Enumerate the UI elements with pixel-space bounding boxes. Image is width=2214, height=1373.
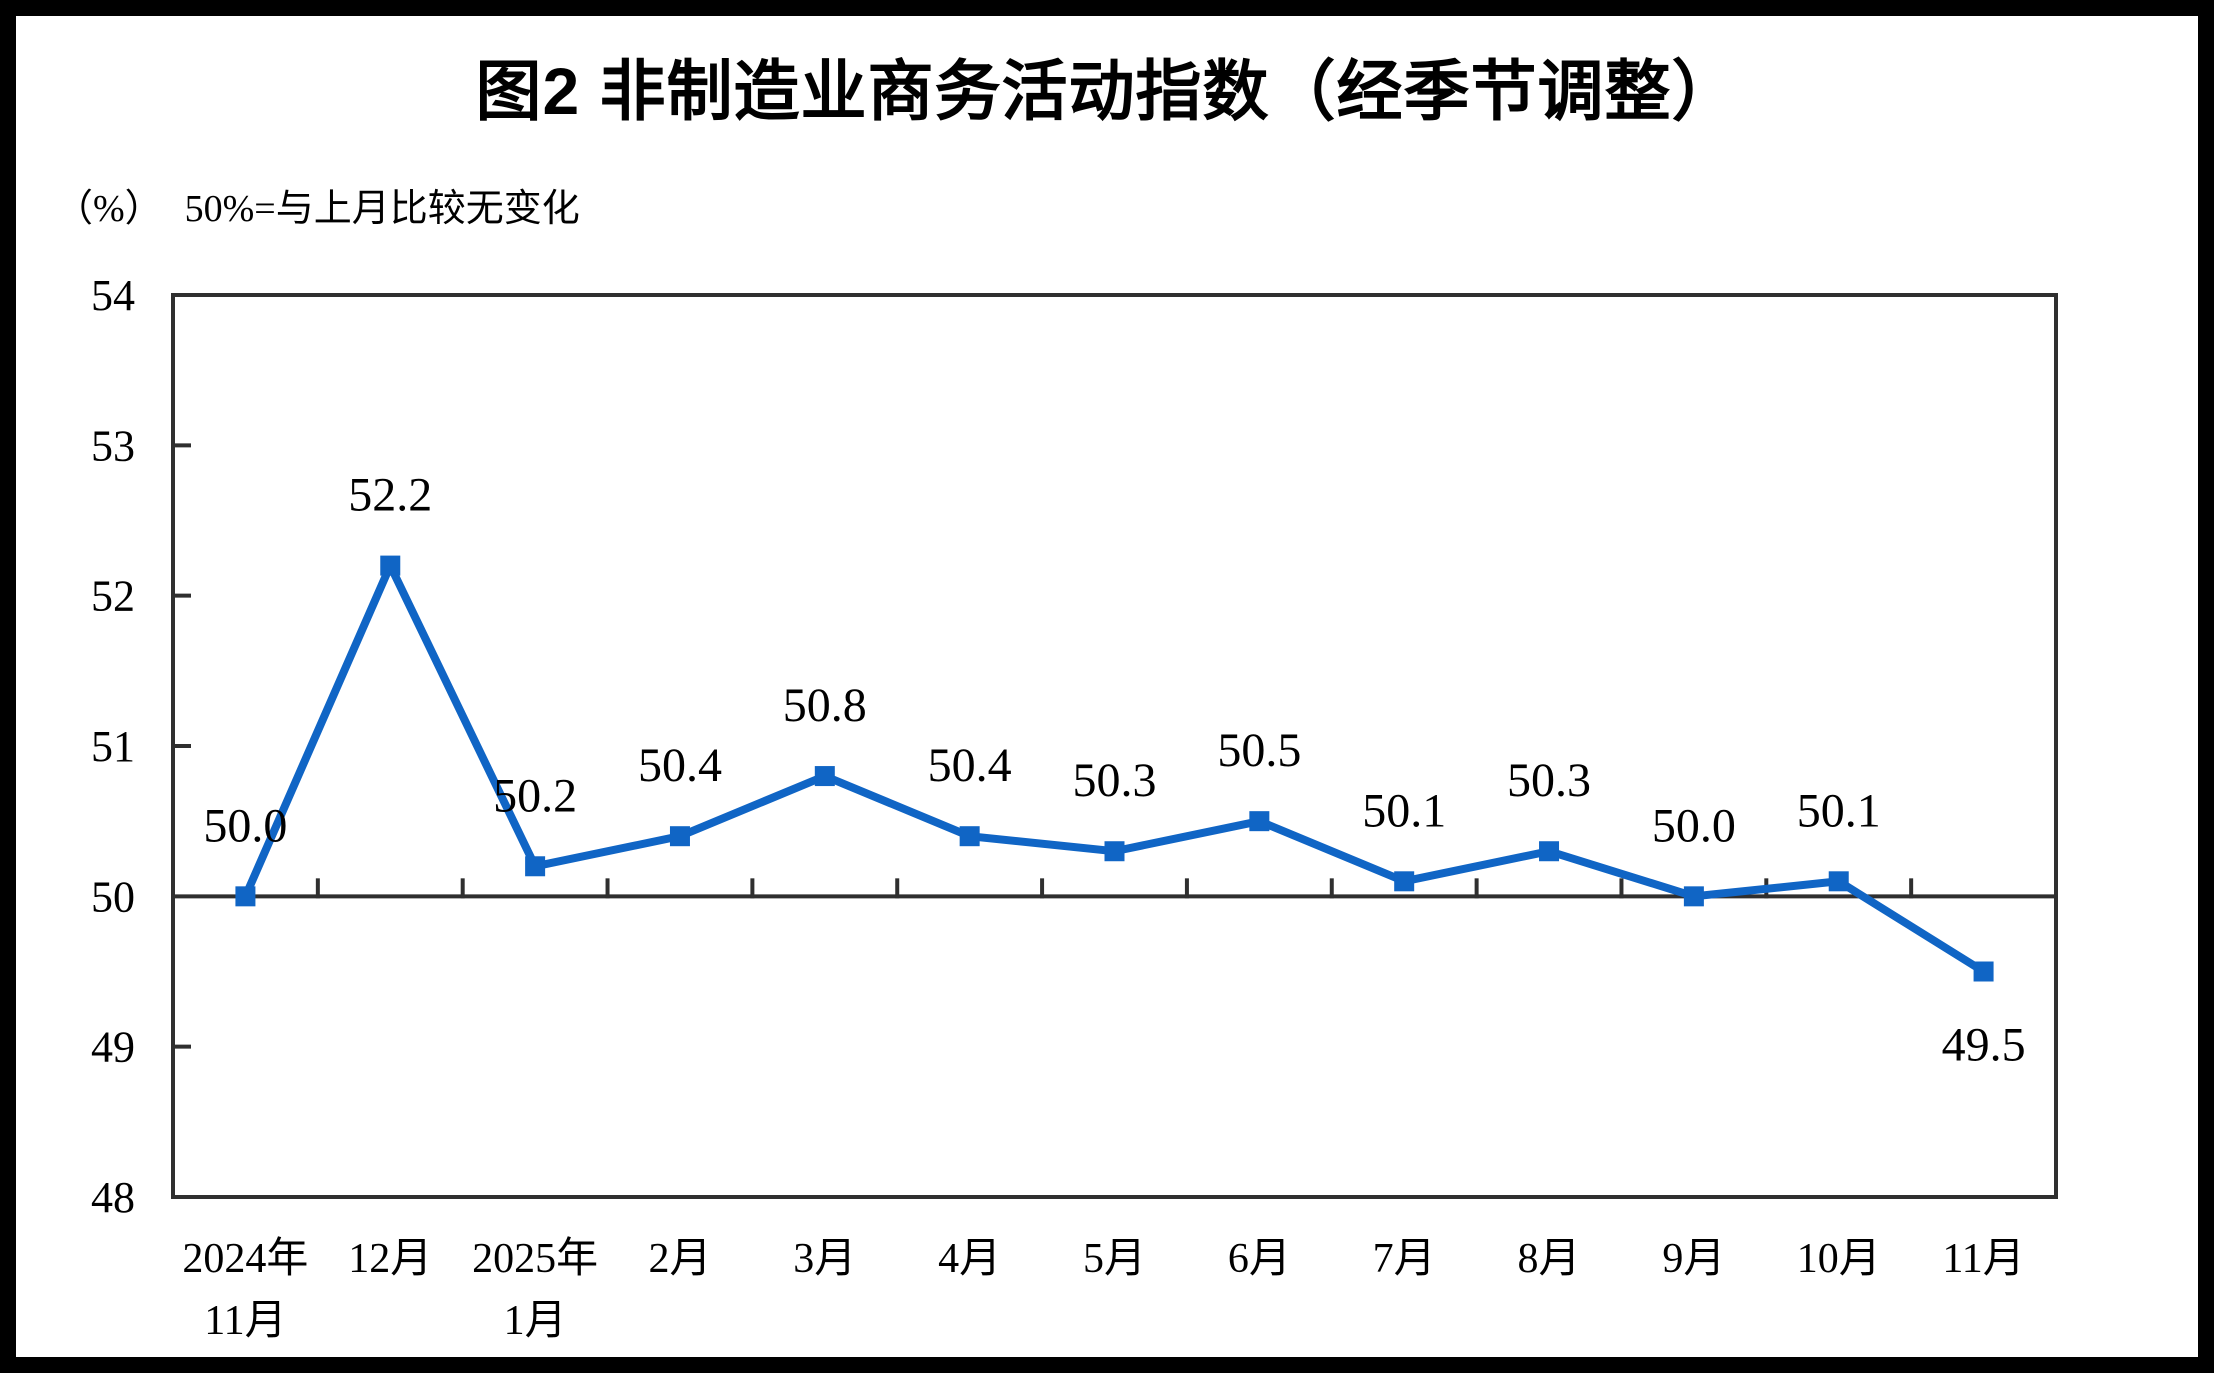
x-axis-category-label: 3月 — [793, 1236, 856, 1282]
x-axis-category-label: 11月 — [204, 1298, 286, 1344]
y-axis-tick-label: 54 — [91, 271, 135, 320]
x-axis-category-label: 4月 — [938, 1236, 1001, 1282]
data-point-label: 50.2 — [493, 769, 577, 822]
y-axis-tick-label: 49 — [91, 1023, 135, 1072]
y-axis-tick-label: 53 — [91, 421, 135, 470]
chart-title: 图2 非制造业商务活动指数（经季节调整） — [475, 54, 1739, 128]
data-point-label: 52.2 — [348, 469, 432, 522]
x-axis-category-label: 11月 — [1942, 1236, 2024, 1282]
y-axis-tick-label: 52 — [91, 572, 135, 621]
data-point-label: 50.8 — [783, 679, 867, 732]
x-axis-category-label: 8月 — [1518, 1236, 1581, 1282]
data-point-label: 50.1 — [1797, 784, 1881, 837]
y-axis-tick-label: 48 — [91, 1173, 135, 1222]
data-point-marker — [1828, 871, 1849, 892]
data-point-marker — [525, 856, 546, 877]
x-axis-category-label: 6月 — [1228, 1236, 1291, 1282]
data-point-label: 50.3 — [1507, 754, 1591, 807]
y-axis-tick-label: 50 — [91, 872, 135, 921]
data-point-marker — [1973, 961, 1994, 982]
data-point-marker — [1539, 841, 1560, 862]
data-point-label: 50.1 — [1362, 784, 1446, 837]
data-point-marker — [1394, 871, 1415, 892]
data-point-marker — [959, 826, 980, 847]
data-point-marker — [235, 886, 256, 907]
data-point-label: 50.5 — [1217, 724, 1301, 777]
y-axis-unit-label: （%） — [55, 188, 163, 230]
x-axis-category-label: 10月 — [1797, 1236, 1881, 1282]
data-point-label: 50.0 — [1652, 799, 1736, 852]
baseline-note: 50%=与上月比较无变化 — [184, 188, 580, 230]
plot-border — [171, 293, 2058, 1199]
data-point-label: 50.4 — [928, 739, 1012, 792]
x-axis-category-label: 2月 — [648, 1236, 711, 1282]
x-axis-category-label: 2025年 — [472, 1235, 598, 1282]
data-point-label: 49.5 — [1942, 1019, 2026, 1072]
data-point-marker — [1683, 886, 1704, 907]
x-axis-category-label: 2024年 — [182, 1235, 308, 1282]
data-point-label: 50.4 — [638, 739, 722, 792]
data-point-marker — [1104, 841, 1125, 862]
data-point-marker — [380, 555, 401, 576]
data-point-label: 50.0 — [203, 799, 287, 852]
data-point-label: 50.3 — [1073, 754, 1157, 807]
x-axis-category-label: 1月 — [504, 1298, 567, 1344]
data-point-marker — [814, 766, 835, 787]
x-axis-category-label: 9月 — [1662, 1236, 1725, 1282]
y-axis-tick-label: 51 — [91, 722, 135, 771]
chart-subtitle: （%） 50%=与上月比较无变化 — [55, 186, 580, 232]
x-axis-category-label: 5月 — [1083, 1236, 1146, 1282]
x-axis-category-label: 12月 — [348, 1236, 432, 1282]
x-axis-category-label: 7月 — [1373, 1236, 1436, 1282]
data-point-marker — [1249, 811, 1270, 832]
data-point-marker — [669, 826, 690, 847]
